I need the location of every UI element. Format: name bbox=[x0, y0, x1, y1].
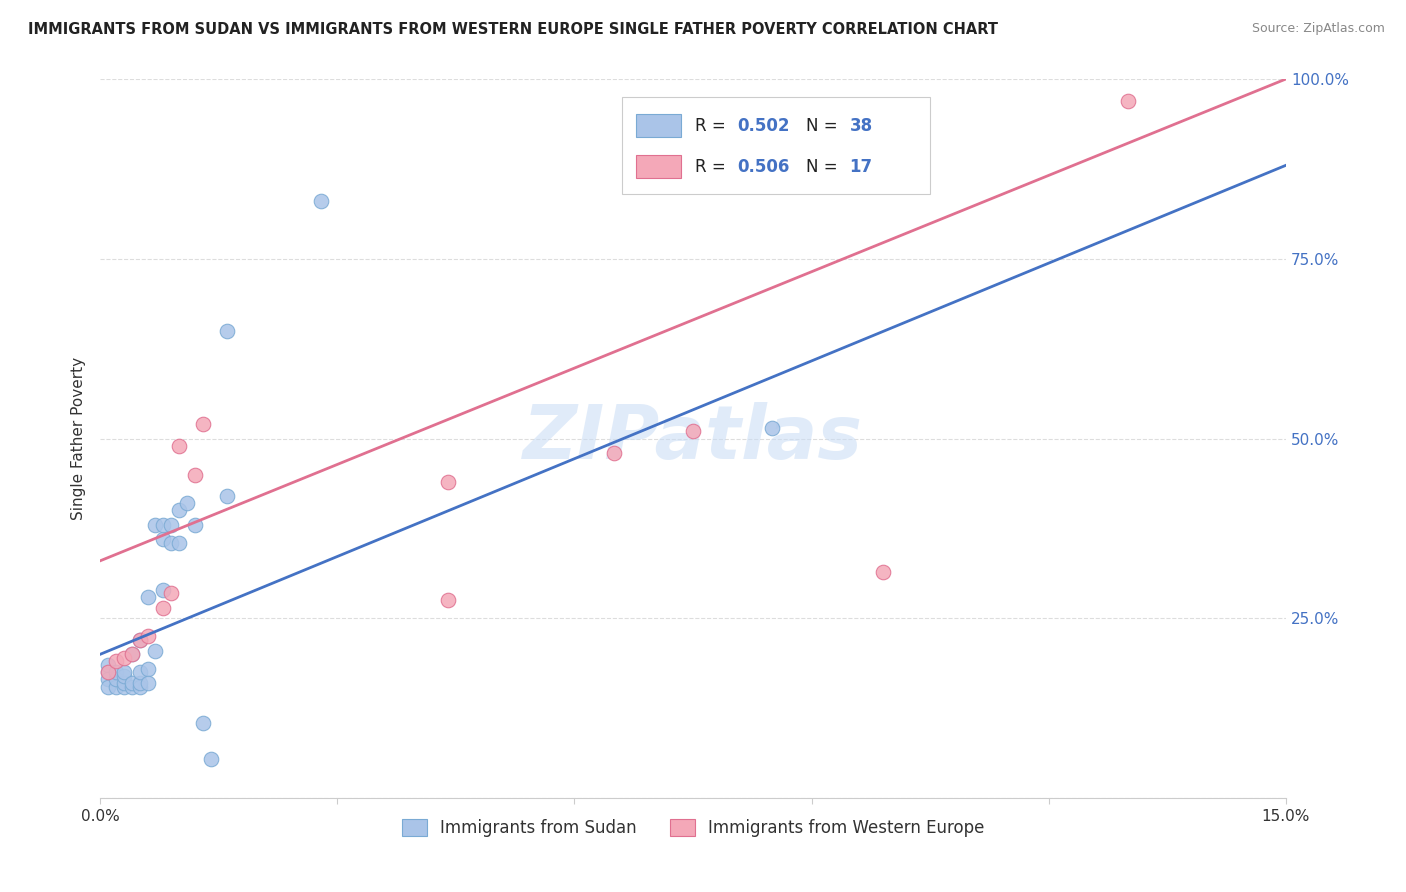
FancyBboxPatch shape bbox=[621, 97, 931, 194]
Text: 0.506: 0.506 bbox=[737, 158, 789, 176]
Point bbox=[112, 665, 135, 680]
Point bbox=[160, 536, 183, 550]
Point bbox=[437, 593, 460, 607]
Point bbox=[167, 536, 190, 550]
Point bbox=[97, 658, 120, 673]
Text: N =: N = bbox=[806, 158, 842, 176]
Point bbox=[112, 680, 135, 694]
Point bbox=[152, 517, 174, 532]
Point bbox=[136, 662, 159, 676]
Point bbox=[191, 417, 214, 432]
Text: ZIPatlas: ZIPatlas bbox=[523, 402, 863, 475]
Point bbox=[761, 421, 783, 435]
FancyBboxPatch shape bbox=[636, 114, 681, 137]
Point bbox=[128, 632, 150, 647]
Point bbox=[104, 665, 127, 680]
Point bbox=[682, 425, 704, 439]
Point bbox=[437, 475, 460, 489]
Point bbox=[128, 680, 150, 694]
Point bbox=[121, 648, 143, 662]
Point bbox=[136, 590, 159, 604]
Point bbox=[152, 582, 174, 597]
Point bbox=[191, 715, 214, 730]
Point bbox=[136, 629, 159, 643]
Point bbox=[104, 673, 127, 687]
Text: R =: R = bbox=[696, 117, 731, 135]
Legend: Immigrants from Sudan, Immigrants from Western Europe: Immigrants from Sudan, Immigrants from W… bbox=[395, 813, 991, 844]
Point bbox=[112, 669, 135, 683]
Point bbox=[104, 655, 127, 669]
Point bbox=[97, 680, 120, 694]
Point bbox=[1116, 94, 1139, 108]
Point bbox=[145, 643, 167, 657]
Point bbox=[176, 496, 198, 510]
Point bbox=[167, 439, 190, 453]
Point bbox=[160, 586, 183, 600]
Y-axis label: Single Father Poverty: Single Father Poverty bbox=[72, 357, 86, 520]
FancyBboxPatch shape bbox=[636, 155, 681, 178]
Point bbox=[311, 194, 333, 209]
Point bbox=[184, 467, 207, 482]
Text: 38: 38 bbox=[849, 117, 873, 135]
Point bbox=[215, 489, 238, 503]
Point bbox=[152, 600, 174, 615]
Point bbox=[160, 517, 183, 532]
Point bbox=[112, 651, 135, 665]
Point bbox=[104, 680, 127, 694]
Text: N =: N = bbox=[806, 117, 842, 135]
Point bbox=[136, 676, 159, 690]
Point bbox=[97, 673, 120, 687]
Point bbox=[128, 676, 150, 690]
Point bbox=[128, 632, 150, 647]
Point bbox=[121, 680, 143, 694]
Point bbox=[872, 565, 894, 579]
Text: 17: 17 bbox=[849, 158, 873, 176]
Point bbox=[167, 503, 190, 517]
Point bbox=[215, 324, 238, 338]
Point bbox=[603, 446, 626, 460]
Point bbox=[145, 517, 167, 532]
Point bbox=[184, 517, 207, 532]
Point bbox=[128, 665, 150, 680]
Point bbox=[121, 648, 143, 662]
Text: 0.502: 0.502 bbox=[737, 117, 789, 135]
Point bbox=[97, 665, 120, 680]
Point bbox=[112, 676, 135, 690]
Point bbox=[152, 533, 174, 547]
Point bbox=[97, 665, 120, 680]
Text: Source: ZipAtlas.com: Source: ZipAtlas.com bbox=[1251, 22, 1385, 36]
Text: IMMIGRANTS FROM SUDAN VS IMMIGRANTS FROM WESTERN EUROPE SINGLE FATHER POVERTY CO: IMMIGRANTS FROM SUDAN VS IMMIGRANTS FROM… bbox=[28, 22, 998, 37]
Point bbox=[200, 751, 222, 765]
Text: R =: R = bbox=[696, 158, 731, 176]
Point bbox=[121, 676, 143, 690]
